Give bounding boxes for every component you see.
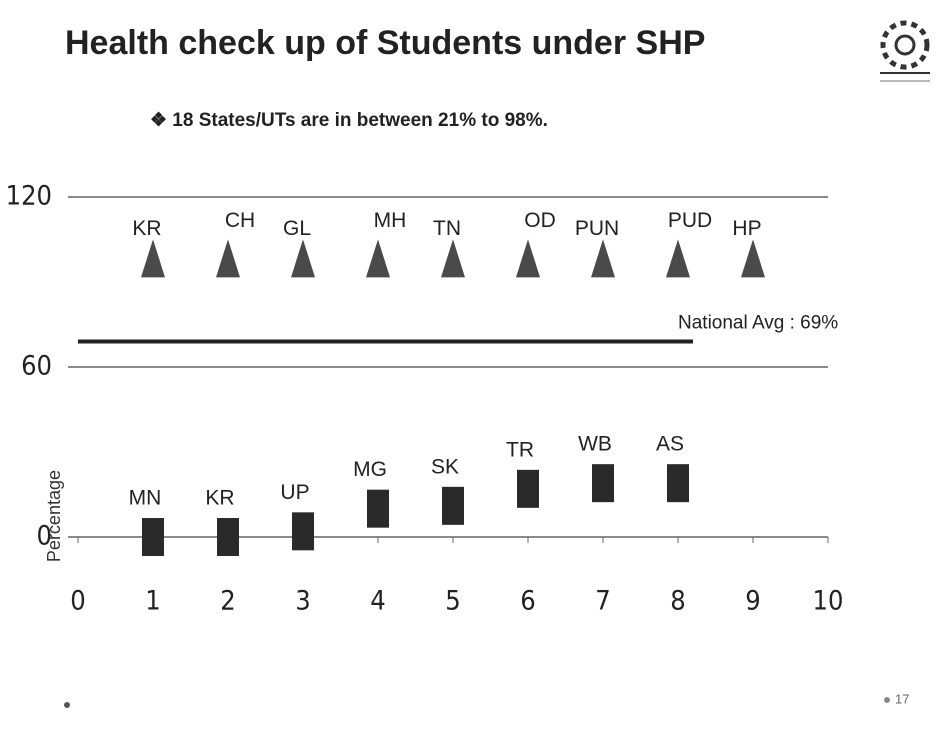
logo: [880, 20, 930, 82]
point-label: TN: [433, 217, 461, 240]
triangle-marker: [441, 239, 465, 278]
square-marker: [292, 512, 314, 551]
square-marker: [217, 518, 239, 556]
point-label: KR: [205, 487, 234, 510]
page-number: 17: [895, 691, 909, 706]
average-label: National Avg : 69%: [678, 313, 838, 334]
y-axis-label: Percentage: [44, 470, 64, 562]
bullet: [64, 702, 70, 708]
y-tick-label: 60: [21, 351, 52, 382]
x-tick-label: 3: [295, 586, 310, 617]
point-label: UP: [280, 481, 309, 504]
x-tick-label: 9: [745, 586, 760, 617]
point-label: MH: [374, 209, 407, 232]
point-label: WB: [578, 433, 612, 456]
square-marker: [592, 464, 614, 503]
point-label: KR: [132, 217, 161, 240]
square-marker: [667, 464, 689, 503]
point-label: GL: [283, 217, 311, 240]
point-label: TR: [506, 438, 534, 461]
x-tick-label: 5: [445, 586, 460, 617]
chart-title: Health check up of Students under SHP: [65, 24, 705, 62]
square-marker: [367, 489, 389, 528]
triangle-marker: [516, 239, 540, 278]
triangle-marker: [591, 239, 615, 278]
square-marker: [517, 469, 539, 508]
triangle-marker: [666, 239, 690, 278]
x-tick-label: 0: [70, 586, 85, 617]
triangle-marker: [366, 239, 390, 278]
x-tick-label: 2: [220, 586, 235, 617]
x-tick-label: 10: [813, 586, 844, 617]
triangle-marker: [216, 239, 240, 278]
y-tick-label: 120: [6, 181, 52, 212]
point-label: AS: [656, 433, 684, 456]
point-label: HP: [732, 217, 761, 240]
y-tick-label: 0: [37, 521, 52, 552]
chart-subtitle: ❖ 18 States/UTs are in between 21% to 98…: [150, 110, 548, 131]
point-label: OD: [524, 209, 556, 232]
x-tick-label: 4: [370, 586, 385, 617]
triangle-marker: [291, 239, 315, 278]
x-tick-label: 8: [670, 586, 685, 617]
point-label: MG: [353, 458, 387, 481]
point-label: CH: [225, 209, 255, 232]
bullet: [884, 697, 890, 703]
point-label: PUD: [668, 209, 712, 232]
point-label: SK: [431, 455, 459, 478]
triangle-marker: [741, 239, 765, 278]
square-marker: [442, 486, 464, 525]
square-marker: [142, 518, 164, 556]
x-tick-label: 7: [595, 586, 610, 617]
triangle-marker: [141, 239, 165, 278]
point-label: MN: [129, 487, 162, 510]
x-tick-label: 6: [520, 586, 535, 617]
point-label: PUN: [575, 217, 619, 240]
x-tick-label: 1: [145, 586, 160, 617]
